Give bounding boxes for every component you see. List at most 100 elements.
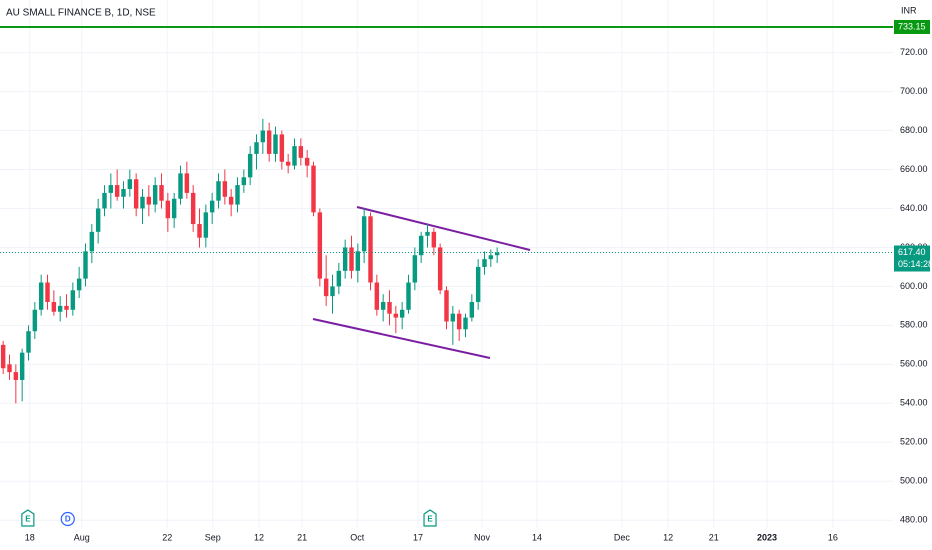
y-tick-label: 700.00 (900, 86, 928, 96)
x-tick-label: 21 (297, 532, 307, 542)
candle-body (368, 216, 373, 283)
y-tick-label: 580.00 (900, 320, 928, 330)
candle-body (387, 301, 392, 314)
candle-body (140, 196, 145, 209)
candle-body (336, 270, 342, 287)
candles (0, 118, 500, 404)
channel-upper (356, 206, 531, 251)
y-tick-label: 680.00 (900, 125, 928, 135)
currency: INR (901, 5, 917, 15)
candle-body (456, 313, 462, 330)
x-tick-label: Oct (350, 532, 365, 542)
candle-body (380, 301, 386, 310)
candle-body (273, 134, 278, 154)
candle-body (469, 301, 475, 318)
candle-body (32, 309, 38, 332)
candle-body (425, 231, 430, 236)
candle-body (488, 255, 494, 260)
price-label-box (894, 245, 930, 272)
event-label: E (25, 515, 31, 524)
overlay: 480.00 500.00 520.00 540.00 560.00 580.00 600.… (0, 19, 932, 542)
candle-body (317, 212, 323, 279)
y-tick-label: 520.00 (900, 437, 928, 447)
alert-label-box (894, 19, 930, 34)
candle-body (13, 372, 19, 380)
candle-body (70, 290, 76, 310)
event-marker (423, 509, 437, 527)
candle-body (209, 200, 215, 213)
candle-body (241, 177, 247, 186)
candle-body (374, 282, 380, 310)
event-label: D (65, 515, 71, 524)
y-tick-label: 480.00 (900, 515, 928, 525)
x-tick-label: Aug (74, 532, 90, 542)
candle-body (83, 251, 88, 279)
candle-body (431, 231, 437, 248)
candle-body (89, 231, 95, 252)
candle-body (406, 282, 411, 310)
candle-body (292, 146, 297, 166)
candle-body (349, 247, 354, 271)
x-tick-label: 22 (162, 532, 172, 542)
candle-body (475, 266, 481, 302)
candle-body (95, 208, 101, 232)
candle-body (393, 313, 399, 318)
candle-body (45, 282, 50, 302)
channel-lower (312, 318, 491, 359)
candle-body (266, 130, 272, 154)
x-tick-label: 14 (532, 532, 542, 542)
candle-body (26, 331, 31, 353)
candle-body (178, 173, 183, 199)
x-tick-label: 2023 (757, 532, 777, 542)
candle-body (51, 301, 57, 312)
y-tick-label: 640.00 (900, 203, 928, 213)
candle-body (102, 192, 107, 209)
x-tick-label: 16 (828, 532, 838, 542)
x-tick-label: Sep (205, 532, 221, 542)
y-tick-label: 660.00 (900, 164, 928, 174)
chart-title: AU SMALL FINANCE B, 1D, NSE (6, 8, 156, 19)
candle-body (361, 216, 367, 252)
candle-body (330, 286, 335, 297)
x-tick-label: Nov (474, 532, 491, 542)
candle-body (285, 161, 291, 166)
candle-body (235, 185, 240, 205)
candle-body (247, 153, 253, 178)
price-countdown: 05:14:28 (898, 259, 932, 269)
event-label: E (427, 515, 433, 524)
y-tick-label: 600.00 (900, 281, 928, 291)
candle-body (304, 157, 310, 166)
candle-body (342, 247, 348, 271)
candle-body (108, 185, 114, 193)
candle-body (19, 352, 25, 380)
candle-body (184, 173, 190, 193)
candle-body (323, 278, 329, 297)
candle-body (444, 290, 449, 322)
candle-body (152, 185, 158, 205)
x-tick-label: 21 (709, 532, 719, 542)
candle-body (146, 196, 152, 205)
x-tick-label: 18 (25, 532, 35, 542)
candle-body (76, 278, 82, 291)
candle-body (7, 364, 12, 373)
candle-body (279, 134, 285, 162)
candle-body (171, 198, 177, 219)
grid (0, 0, 893, 528)
x-tick-label: Dec (614, 532, 631, 542)
price-label: 617.40 (898, 247, 926, 257)
alert-label: 733.15 (898, 21, 926, 31)
y-tick-label: 500.00 (900, 476, 928, 486)
event-marker (60, 511, 75, 527)
candle-body (159, 185, 164, 201)
candle-body (311, 165, 316, 213)
candle-body (482, 259, 487, 267)
y-tick-label: 540.00 (900, 398, 928, 408)
x-tick-label: 12 (254, 532, 264, 542)
candle-body (463, 317, 468, 330)
candle-body (57, 305, 63, 312)
candle-body (228, 196, 234, 205)
candle-body (203, 212, 209, 238)
candle-body (260, 130, 266, 143)
